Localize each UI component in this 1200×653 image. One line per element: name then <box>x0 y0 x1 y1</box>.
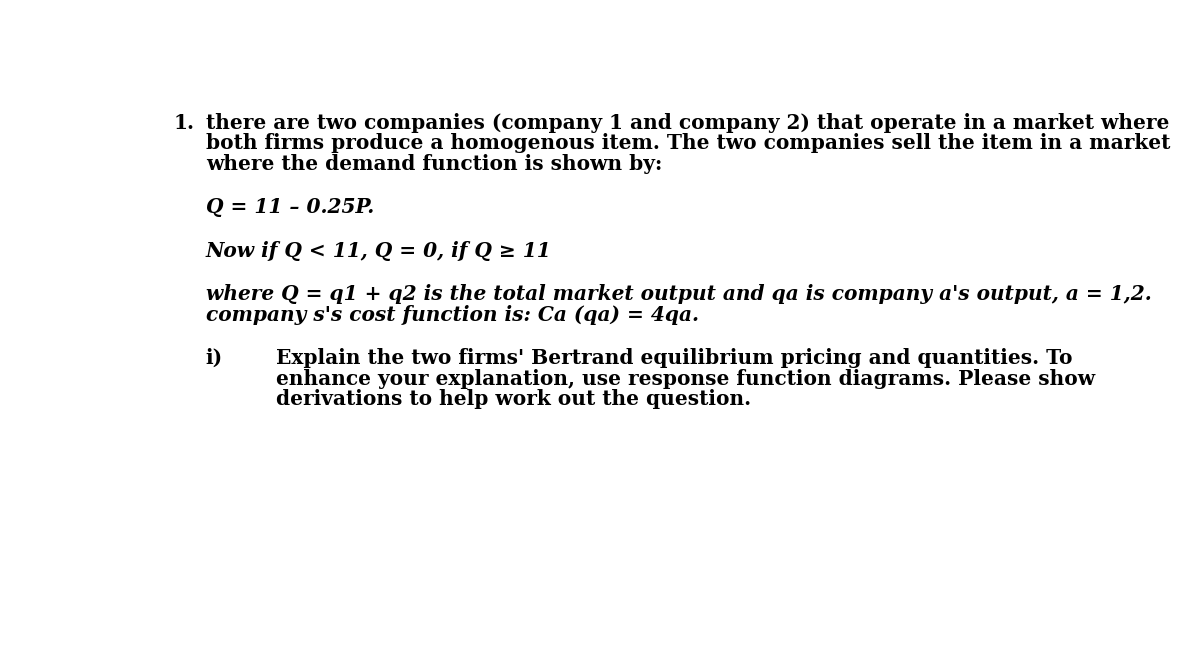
Text: where Q = q1 + q2 is the total market output and qa is company a's output, a = 1: where Q = q1 + q2 is the total market ou… <box>206 284 1152 304</box>
Text: there are two companies (company 1 and company 2) that operate in a market where: there are two companies (company 1 and c… <box>206 113 1169 133</box>
Text: Explain the two firms' Bertrand equilibrium pricing and quantities. To: Explain the two firms' Bertrand equilibr… <box>276 348 1072 368</box>
Text: Q = 11 – 0.25P.: Q = 11 – 0.25P. <box>206 197 374 217</box>
Text: enhance your explanation, use response function diagrams. Please show: enhance your explanation, use response f… <box>276 369 1094 389</box>
Text: Now if Q < 11, Q = 0, if Q ≥ 11: Now if Q < 11, Q = 0, if Q ≥ 11 <box>206 241 552 261</box>
Text: company s's cost function is: Ca (qa) = 4qa.: company s's cost function is: Ca (qa) = … <box>206 305 698 325</box>
Text: where the demand function is shown by:: where the demand function is shown by: <box>206 154 662 174</box>
Text: both firms produce a homogenous item. The two companies sell the item in a marke: both firms produce a homogenous item. Th… <box>206 133 1170 153</box>
Text: 1.: 1. <box>173 113 194 133</box>
Text: i): i) <box>206 348 223 368</box>
Text: derivations to help work out the question.: derivations to help work out the questio… <box>276 389 751 409</box>
